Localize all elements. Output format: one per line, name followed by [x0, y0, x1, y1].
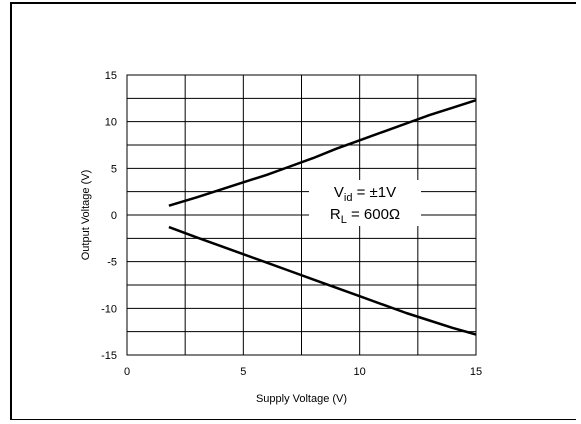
- tick-labels: 0 5 10 15 15 10 5 0 -5 -10 -15: [101, 70, 482, 378]
- y-tick-label: -10: [101, 303, 117, 315]
- y-tick-label: -5: [107, 257, 117, 269]
- annotation-rl-main: R: [330, 206, 341, 223]
- x-tick-label: 0: [124, 366, 130, 378]
- y-axis-title: Output Voltage (V): [80, 170, 92, 261]
- y-tick-label: 0: [111, 210, 117, 222]
- annotation-rl: RL = 600Ω: [330, 206, 400, 226]
- figure-frame: [10, 2, 576, 420]
- series-line-negative: [168, 225, 477, 336]
- y-tick-label: 5: [111, 163, 117, 175]
- y-tick-label: -15: [101, 350, 117, 362]
- series-line-positive: [168, 99, 477, 207]
- y-tick-label: 10: [105, 117, 117, 129]
- annotation-rl-rest: = 600Ω: [347, 206, 400, 223]
- annotation-vid-sub: id: [344, 192, 353, 204]
- annotation-background: [309, 180, 421, 226]
- y-tick-label: 15: [105, 70, 117, 82]
- series-group: [168, 99, 477, 336]
- x-tick-label: 10: [354, 366, 366, 378]
- x-tick-label: 15: [470, 366, 482, 378]
- x-axis-title: Supply Voltage (V): [256, 393, 347, 405]
- annotation-rl-sub: L: [341, 214, 347, 226]
- x-tick-label: 5: [240, 366, 246, 378]
- annotation-vid: Vid = ±1V: [334, 184, 396, 204]
- plot-area: [126, 74, 477, 356]
- annotation-vid-rest: = ±1V: [352, 184, 396, 201]
- annotation-vid-main: V: [334, 184, 344, 201]
